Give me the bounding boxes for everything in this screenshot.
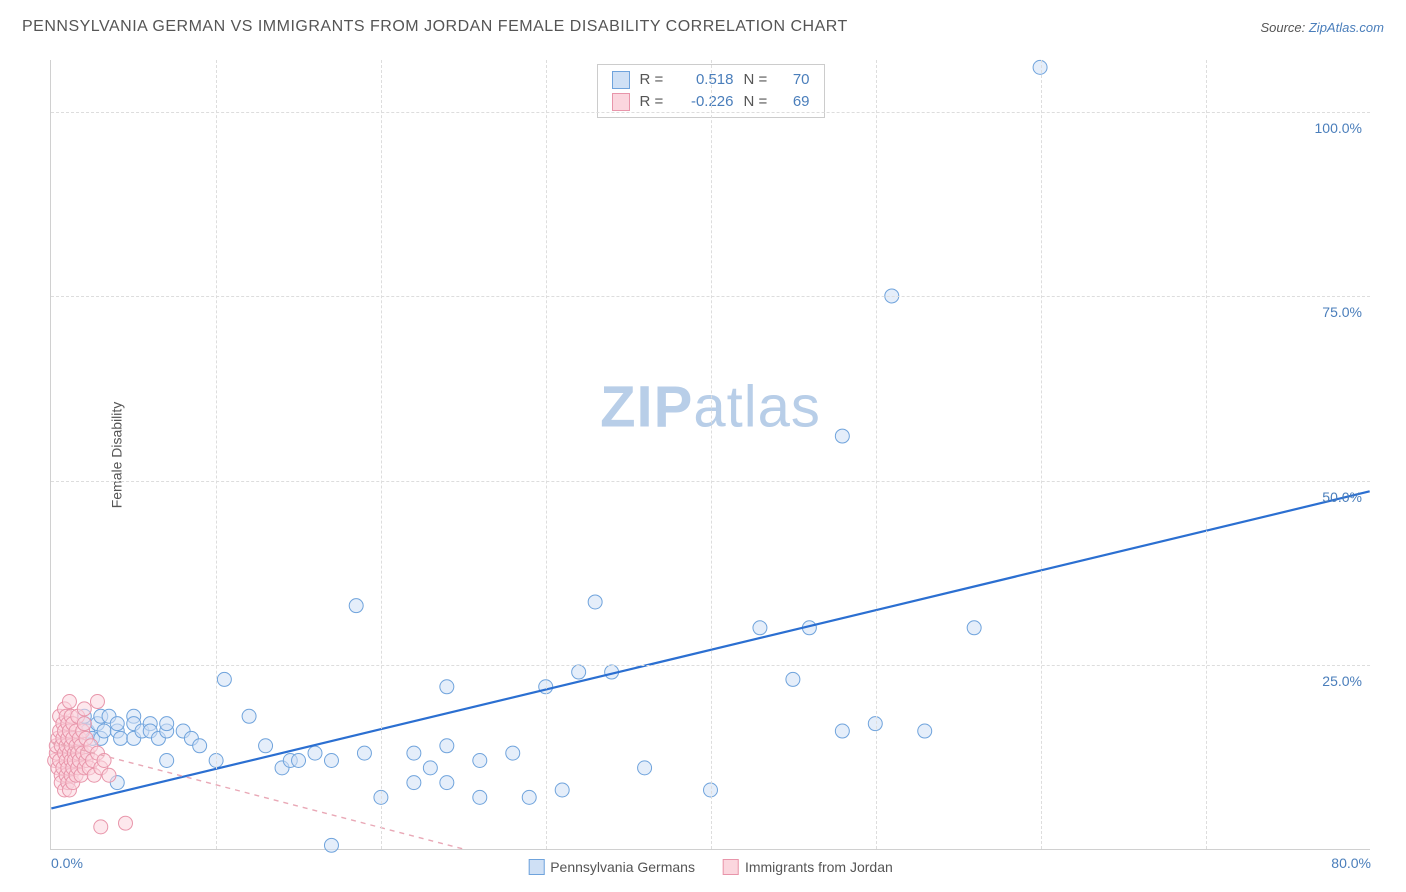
data-point xyxy=(97,724,111,738)
data-point xyxy=(407,776,421,790)
data-point xyxy=(572,665,586,679)
data-point xyxy=(160,754,174,768)
data-point xyxy=(324,838,338,852)
data-point xyxy=(114,731,128,745)
gridline-vertical xyxy=(1206,60,1207,849)
data-point xyxy=(90,695,104,709)
data-point xyxy=(77,717,91,731)
series-legend-label: Pennsylvania Germans xyxy=(550,859,695,875)
data-point xyxy=(62,695,76,709)
data-point xyxy=(193,739,207,753)
series-legend-label: Immigrants from Jordan xyxy=(745,859,893,875)
data-point xyxy=(259,739,273,753)
data-point xyxy=(835,429,849,443)
source-link[interactable]: ZipAtlas.com xyxy=(1309,20,1384,35)
data-point xyxy=(242,709,256,723)
data-point xyxy=(440,739,454,753)
gridline-vertical xyxy=(1041,60,1042,849)
data-point xyxy=(835,724,849,738)
y-tick-label: 50.0% xyxy=(1322,489,1362,505)
data-point xyxy=(918,724,932,738)
y-tick-label: 75.0% xyxy=(1322,304,1362,320)
data-point xyxy=(357,746,371,760)
data-point xyxy=(423,761,437,775)
data-point xyxy=(473,754,487,768)
data-point xyxy=(94,820,108,834)
legend-swatch xyxy=(528,859,544,875)
data-point xyxy=(119,816,133,830)
legend-swatch xyxy=(723,859,739,875)
chart-title: PENNSYLVANIA GERMAN VS IMMIGRANTS FROM J… xyxy=(22,18,848,36)
data-point xyxy=(324,754,338,768)
data-point xyxy=(102,768,116,782)
source-label: Source: xyxy=(1260,20,1308,35)
gridline-vertical xyxy=(876,60,877,849)
data-point xyxy=(217,672,231,686)
data-point xyxy=(308,746,322,760)
gridline-vertical xyxy=(216,60,217,849)
scatter-plot-area: Female Disability ZIPatlas R =0.518N =70… xyxy=(50,60,1370,850)
data-point xyxy=(349,599,363,613)
data-point xyxy=(440,680,454,694)
y-tick-label: 25.0% xyxy=(1322,673,1362,689)
series-legend: Pennsylvania Germans Immigrants from Jord… xyxy=(528,859,893,875)
gridline-vertical xyxy=(381,60,382,849)
data-point xyxy=(555,783,569,797)
chart-header: PENNSYLVANIA GERMAN VS IMMIGRANTS FROM J… xyxy=(22,18,1384,36)
y-tick-label: 100.0% xyxy=(1315,120,1362,136)
chart-source: Source: ZipAtlas.com xyxy=(1260,20,1384,35)
data-point xyxy=(292,754,306,768)
x-tick-label: 0.0% xyxy=(51,855,83,871)
x-tick-label: 80.0% xyxy=(1331,855,1371,871)
data-point xyxy=(160,717,174,731)
data-point xyxy=(786,672,800,686)
gridline-vertical xyxy=(546,60,547,849)
data-point xyxy=(440,776,454,790)
data-point xyxy=(967,621,981,635)
data-point xyxy=(407,746,421,760)
data-point xyxy=(110,717,124,731)
data-point xyxy=(522,790,536,804)
data-point xyxy=(638,761,652,775)
series-legend-item: Immigrants from Jordan xyxy=(723,859,893,875)
series-legend-item: Pennsylvania Germans xyxy=(528,859,695,875)
data-point xyxy=(506,746,520,760)
gridline-vertical xyxy=(711,60,712,849)
data-point xyxy=(588,595,602,609)
data-point xyxy=(473,790,487,804)
data-point xyxy=(753,621,767,635)
data-point xyxy=(77,702,91,716)
